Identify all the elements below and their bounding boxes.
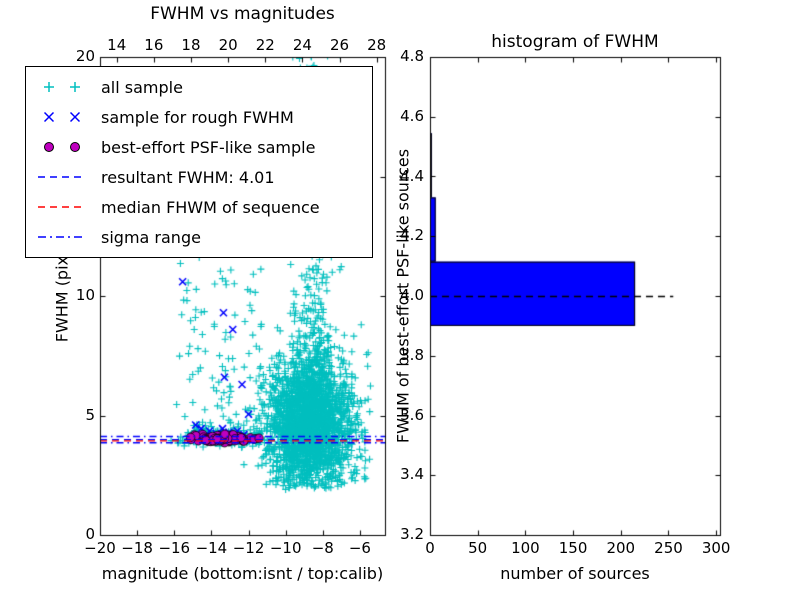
left-top-xtick-label-3: 20 [218, 36, 238, 54]
right-plot-ylabel: FWHM of best-effort PSF-like sources [393, 148, 413, 444]
right-ytick-label-0: 3.2 [400, 525, 424, 543]
legend-item-sigma-range: sigma range [26, 222, 372, 252]
legend-plus-icon [44, 82, 80, 92]
right-xtick-label-2: 100 [511, 539, 540, 557]
left-ytick-label-2: 10 [75, 286, 95, 304]
right-xtick-label-5: 250 [654, 539, 683, 557]
left-xtick-label-2: −16 [158, 539, 191, 557]
left-top-xtick-label-0: 14 [107, 36, 127, 54]
left-top-xtick-label-7: 28 [367, 36, 387, 54]
right-ytick-label-1: 3.4 [400, 465, 424, 484]
legend-label: best-effort PSF-like sample [101, 137, 316, 157]
left-top-xtick-label-2: 18 [181, 36, 201, 54]
left-xtick-label-7: −6 [348, 539, 371, 557]
right-ytick-label-6: 4.4 [400, 166, 424, 185]
left-plot-ylabel: FWHM (pix) [52, 249, 72, 343]
legend-item-all-sample: all sample [26, 72, 372, 102]
legend-item-rough-fwhm: sample for rough FWHM [26, 102, 372, 132]
right-plot-xlabel: number of sources [500, 564, 650, 583]
left-plot-title: FWHM vs magnitudes [150, 4, 335, 24]
legend-x-icon [43, 111, 81, 123]
left-xtick-label-4: −12 [232, 539, 265, 557]
right-ytick-label-5: 4.2 [400, 226, 424, 245]
legend-dashed-line-icon [38, 176, 86, 178]
left-xtick-label-1: −18 [121, 539, 153, 557]
left-xtick-label-0: −20 [84, 539, 116, 557]
legend-red-dashed-line-icon [38, 206, 86, 208]
right-ytick-label-3: 3.8 [400, 345, 424, 364]
left-top-xtick-label-6: 26 [329, 36, 350, 54]
left-ytick-label-1: 5 [85, 405, 95, 424]
left-ytick-label-4: 20 [75, 47, 95, 65]
legend-item-median-fwhm: median FHWM of sequence [26, 192, 372, 222]
legend-item-resultant-fwhm: resultant FWHM: 4.01 [26, 162, 372, 192]
legend-label: resultant FWHM: 4.01 [101, 167, 275, 187]
right-ytick-label-2: 3.6 [400, 405, 424, 424]
left-xtick-label-3: −14 [195, 539, 228, 557]
right-xtick-label-4: 200 [606, 539, 636, 557]
left-ytick-label-0: 0 [85, 525, 95, 543]
right-xtick-label-3: 150 [558, 539, 588, 557]
legend-label: median FHWM of sequence [101, 197, 320, 217]
right-plot-title: histogram of FWHM [491, 32, 659, 52]
legend-label: sigma range [101, 227, 201, 247]
left-top-xtick-label-4: 22 [255, 36, 275, 54]
left-plot-xlabel: magnitude (bottom:isnt / top:calib) [101, 564, 384, 583]
left-top-xtick-label-5: 24 [292, 36, 312, 54]
right-ytick-label-4: 4.0 [400, 286, 424, 304]
left-top-xtick-label-1: 16 [144, 36, 164, 54]
right-xtick-label-0: 0 [425, 539, 435, 557]
right-ytick-label-7: 4.6 [400, 106, 424, 125]
legend-label: all sample [101, 77, 183, 97]
right-xtick-label-1: 50 [468, 539, 488, 557]
legend-dashdot-line-icon [38, 236, 86, 238]
legend: all sample sample for rough FWHM best-ef… [25, 66, 373, 258]
left-xtick-label-5: −10 [269, 539, 302, 557]
right-xtick-label-6: 300 [701, 539, 731, 557]
right-ytick-label-8: 4.8 [400, 47, 424, 65]
legend-label: sample for rough FWHM [101, 107, 294, 127]
legend-circle-icon [44, 142, 80, 152]
legend-item-psf-sample: best-effort PSF-like sample [26, 132, 372, 162]
left-xtick-label-6: −8 [311, 539, 334, 557]
